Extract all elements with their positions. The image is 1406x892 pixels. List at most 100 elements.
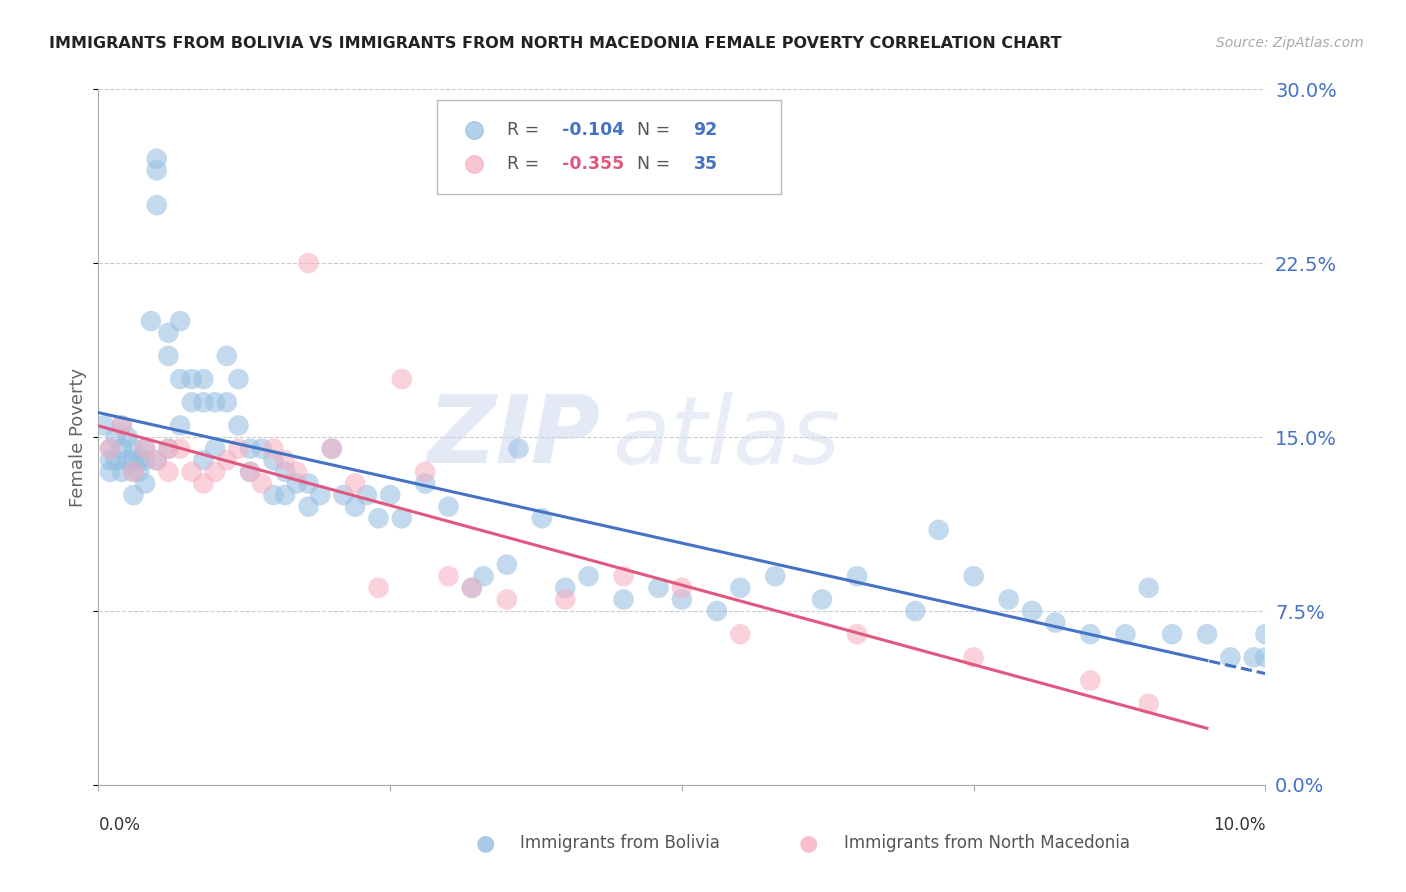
Point	[262, 442, 284, 456]
Point	[1254, 627, 1277, 641]
Text: ●: ●	[475, 833, 495, 853]
Point	[111, 418, 134, 433]
Point	[146, 152, 169, 166]
Point	[928, 523, 950, 537]
Point	[134, 442, 156, 456]
Point	[122, 442, 145, 456]
Point	[344, 500, 367, 514]
Point	[730, 581, 752, 595]
Point	[706, 604, 728, 618]
Point	[297, 500, 319, 514]
Point	[391, 372, 413, 386]
Point	[274, 465, 297, 479]
Point	[285, 476, 308, 491]
Point	[228, 418, 250, 433]
Point	[146, 198, 169, 212]
Point	[250, 442, 273, 456]
Point	[157, 442, 180, 456]
Point	[1195, 627, 1218, 641]
Point	[128, 453, 150, 467]
Point	[104, 430, 127, 444]
Point	[285, 465, 308, 479]
Point	[472, 569, 495, 583]
Point	[169, 314, 191, 328]
Point	[391, 511, 413, 525]
Point	[647, 581, 669, 595]
Point	[111, 442, 134, 456]
Point	[193, 372, 215, 386]
Point	[157, 442, 180, 456]
Point	[139, 314, 162, 328]
Point	[1045, 615, 1067, 630]
Point	[250, 476, 273, 491]
Point	[117, 453, 139, 467]
FancyBboxPatch shape	[437, 100, 782, 194]
Text: N =: N =	[626, 154, 676, 173]
Text: 92: 92	[693, 120, 718, 138]
Point	[134, 453, 156, 467]
Point	[262, 453, 284, 467]
Point	[1137, 581, 1160, 595]
Point	[215, 453, 238, 467]
Text: 35: 35	[693, 154, 717, 173]
Point	[157, 349, 180, 363]
Point	[297, 476, 319, 491]
Text: 10.0%: 10.0%	[1213, 816, 1265, 834]
Point	[554, 592, 576, 607]
Point	[332, 488, 354, 502]
Point	[413, 476, 436, 491]
Point	[215, 349, 238, 363]
Point	[169, 442, 191, 456]
Point	[1021, 604, 1043, 618]
Point	[730, 627, 752, 641]
Point	[297, 256, 319, 270]
Point	[671, 592, 693, 607]
Point	[146, 453, 169, 467]
Text: atlas: atlas	[612, 392, 841, 483]
Text: -0.355: -0.355	[562, 154, 624, 173]
Point	[93, 418, 115, 433]
Text: IMMIGRANTS FROM BOLIVIA VS IMMIGRANTS FROM NORTH MACEDONIA FEMALE POVERTY CORREL: IMMIGRANTS FROM BOLIVIA VS IMMIGRANTS FR…	[49, 36, 1062, 51]
Text: Immigrants from North Macedonia: Immigrants from North Macedonia	[844, 834, 1129, 852]
Point	[904, 604, 927, 618]
Point	[98, 465, 121, 479]
Point	[111, 418, 134, 433]
Point	[437, 500, 460, 514]
Text: ●: ●	[799, 833, 818, 853]
Point	[274, 488, 297, 502]
Point	[134, 476, 156, 491]
Point	[962, 569, 984, 583]
Point	[146, 453, 169, 467]
Text: -0.104: -0.104	[562, 120, 624, 138]
Point	[104, 453, 127, 467]
Point	[157, 326, 180, 340]
Point	[1114, 627, 1136, 641]
Point	[763, 569, 786, 583]
Point	[380, 488, 402, 502]
Point	[1080, 627, 1102, 641]
Point	[193, 453, 215, 467]
Point	[146, 163, 169, 178]
Point	[671, 581, 693, 595]
Point	[180, 465, 202, 479]
Point	[1161, 627, 1184, 641]
Point	[1219, 650, 1241, 665]
Point	[98, 442, 121, 456]
Point	[262, 488, 284, 502]
Point	[309, 488, 332, 502]
Text: R =: R =	[508, 154, 544, 173]
Point	[239, 465, 262, 479]
Point	[134, 442, 156, 456]
Point	[321, 442, 343, 456]
Point	[461, 581, 484, 595]
Point	[122, 488, 145, 502]
Point	[193, 395, 215, 409]
Point	[496, 592, 519, 607]
Point	[169, 372, 191, 386]
Point	[496, 558, 519, 572]
Point	[811, 592, 834, 607]
Point	[1137, 697, 1160, 711]
Point	[461, 581, 484, 595]
Point	[356, 488, 378, 502]
Point	[169, 418, 191, 433]
